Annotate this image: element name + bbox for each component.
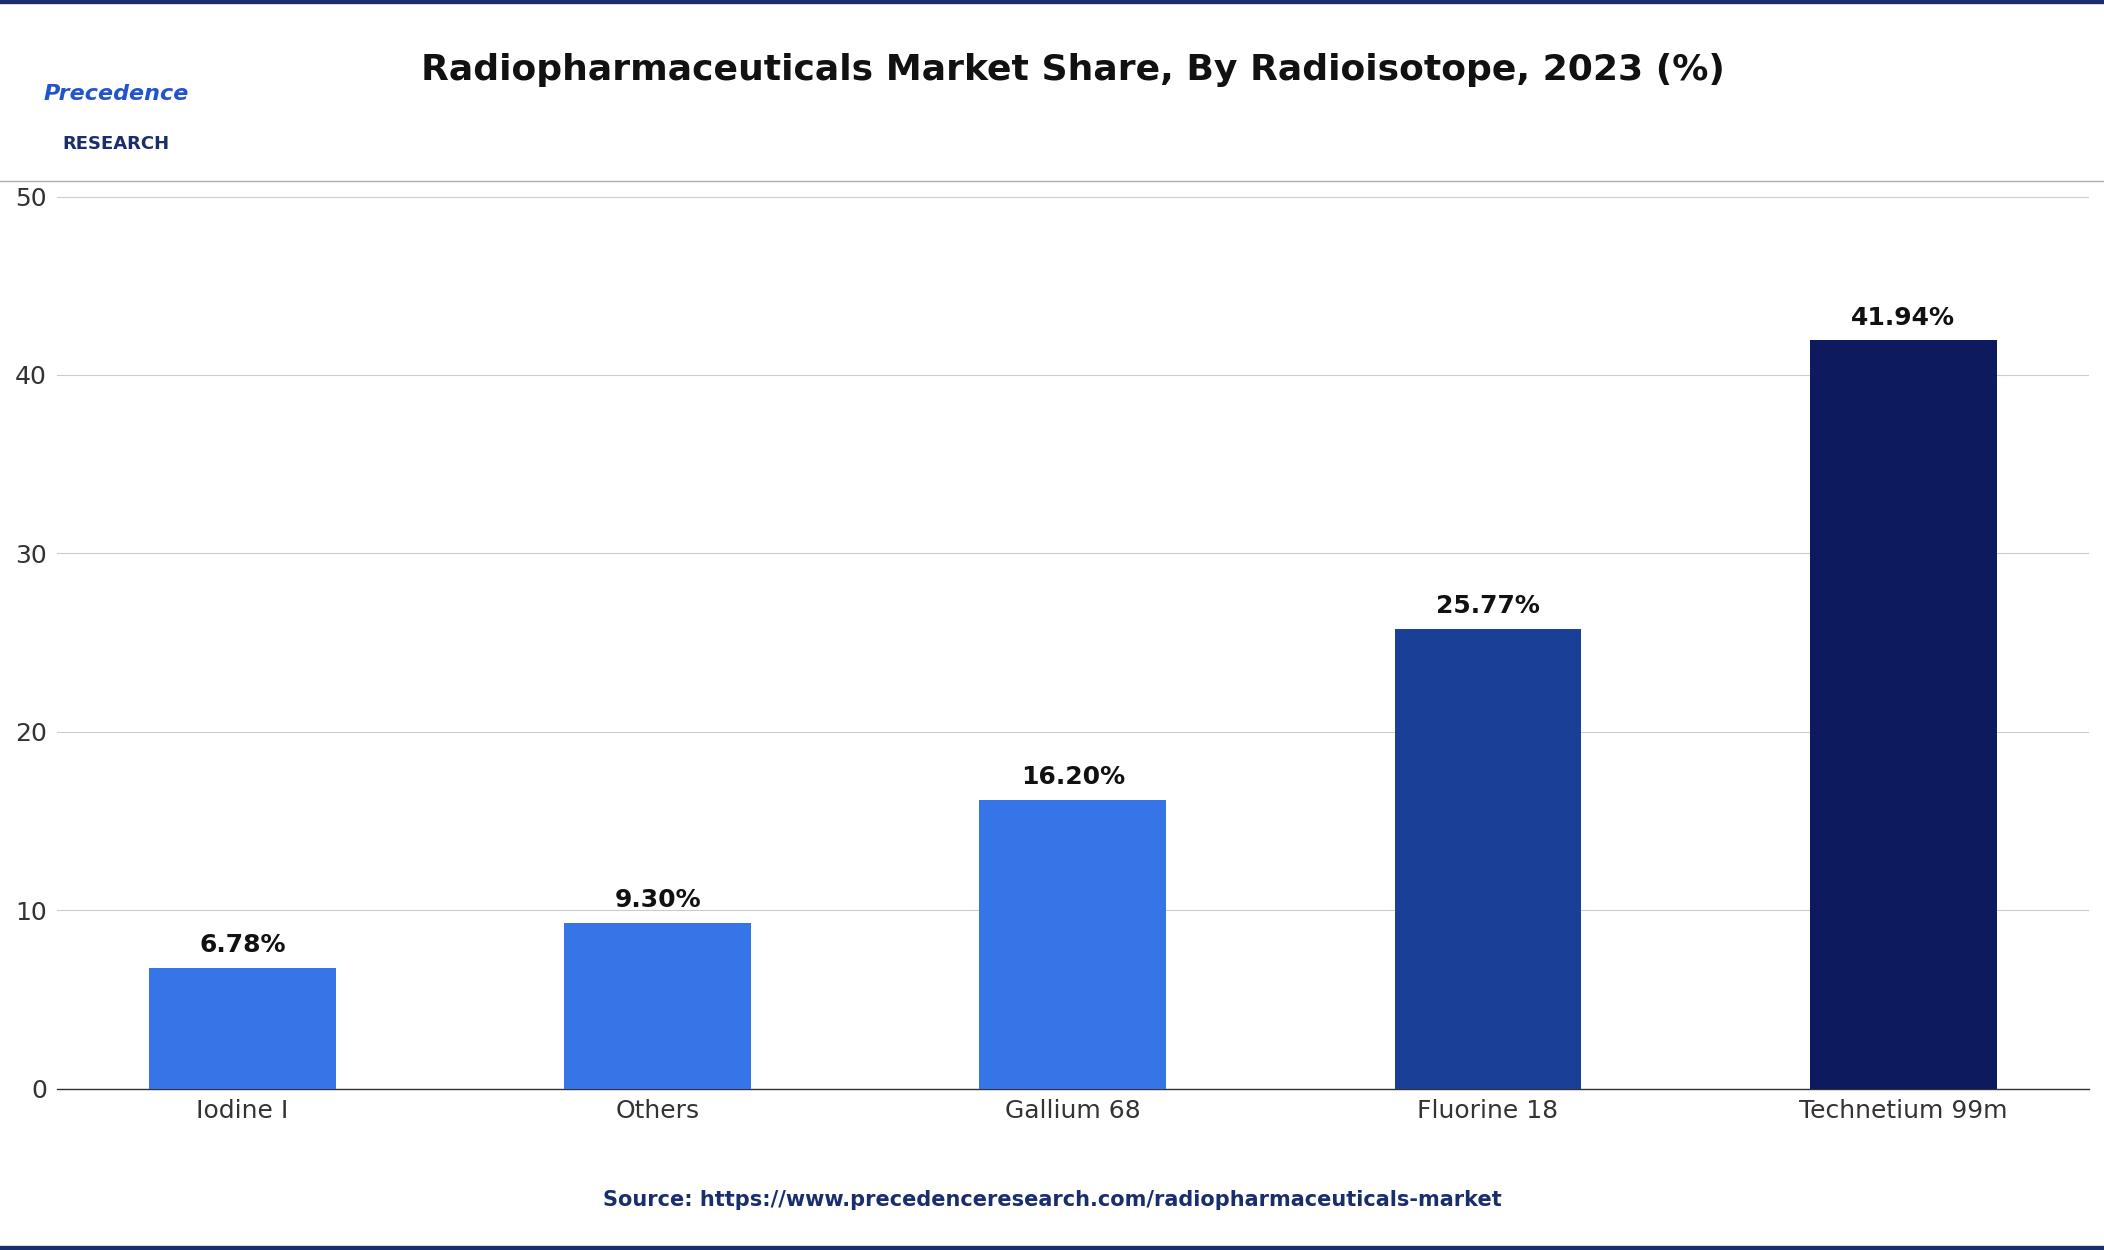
Bar	[1809, 340, 1997, 1089]
Bar	[1395, 629, 1582, 1089]
Text: Source: https://www.precedenceresearch.com/radiopharmaceuticals-market: Source: https://www.precedenceresearch.c…	[602, 1190, 1502, 1210]
Text: 25.77%: 25.77%	[1437, 594, 1540, 619]
Title: Radiopharmaceuticals Market Share, By Radioisotope, 2023 (%): Radiopharmaceuticals Market Share, By Ra…	[421, 52, 1725, 86]
Text: 9.30%: 9.30%	[614, 888, 701, 912]
Text: RESEARCH: RESEARCH	[63, 135, 168, 152]
Bar	[149, 968, 337, 1089]
Bar	[978, 800, 1166, 1089]
Text: 41.94%: 41.94%	[1852, 306, 1955, 330]
Text: 16.20%: 16.20%	[1020, 765, 1126, 789]
Bar	[564, 922, 751, 1089]
Text: Precedence: Precedence	[42, 84, 189, 104]
Text: 6.78%: 6.78%	[200, 932, 286, 958]
